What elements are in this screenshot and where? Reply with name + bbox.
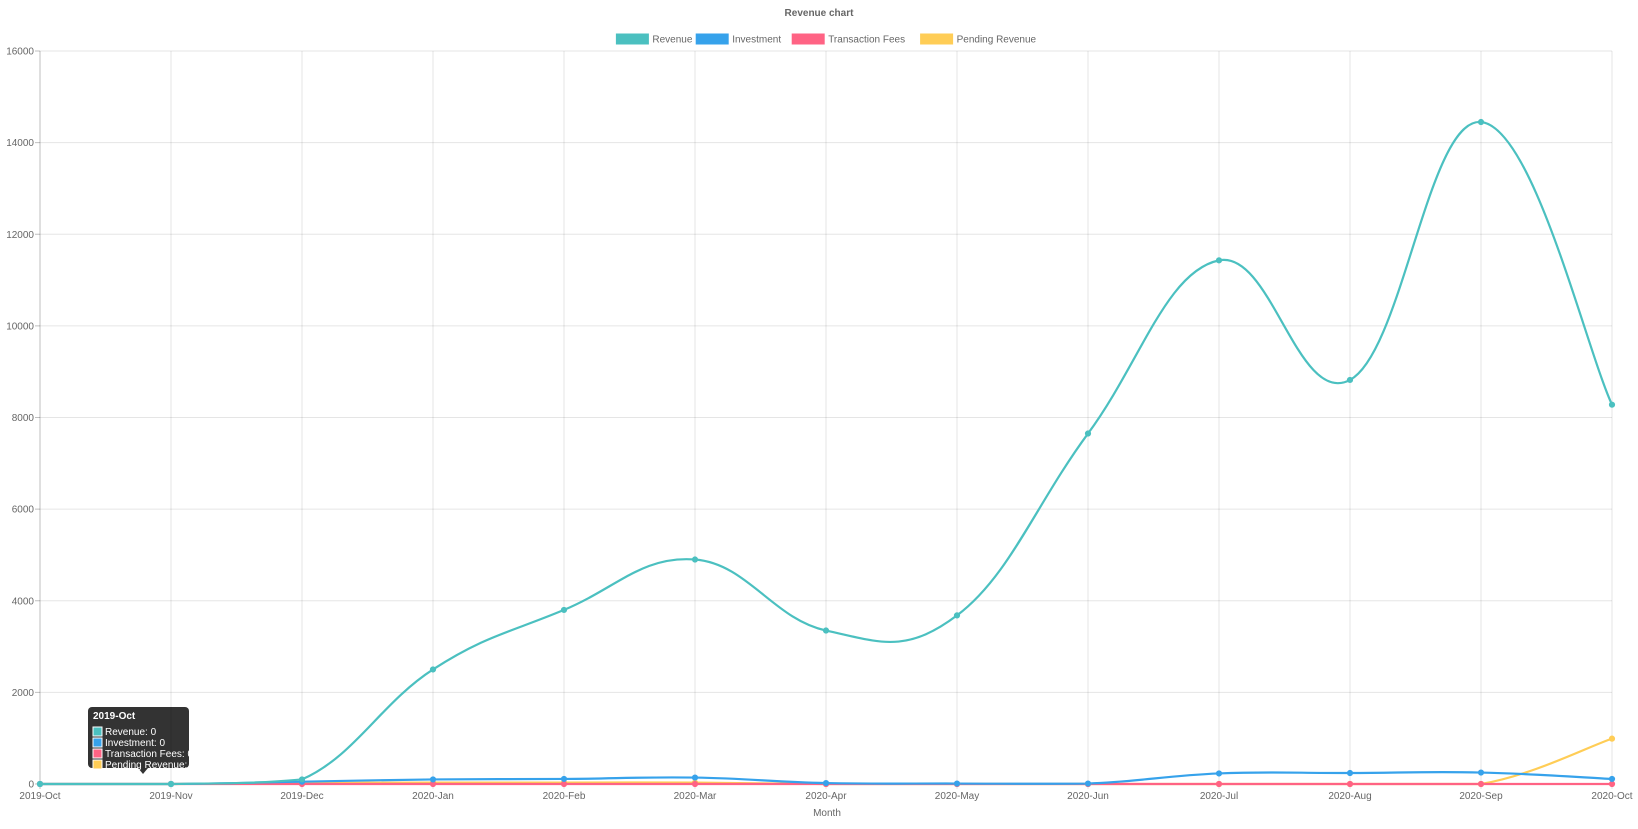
data-point-investment[interactable] [1477, 769, 1485, 776]
chart-data-points [36, 118, 1616, 788]
data-point-revenue[interactable] [167, 780, 175, 788]
legend-item-investment[interactable]: Investment [695, 33, 781, 46]
tooltip-caret [138, 768, 148, 774]
data-point-revenue[interactable] [822, 627, 830, 634]
data-point-transaction-fees[interactable] [1346, 780, 1354, 788]
tooltip-swatch [92, 726, 103, 737]
legend-swatch [615, 33, 649, 45]
data-point-revenue[interactable] [298, 776, 306, 783]
data-point-investment[interactable] [1084, 780, 1092, 787]
legend-swatch [791, 33, 825, 45]
chart-title: Revenue chart [785, 8, 855, 19]
tooltip-swatch [92, 737, 103, 748]
data-point-investment[interactable] [953, 780, 961, 787]
y-tick-label: 16000 [6, 47, 34, 58]
y-axis-ticks: 0 2000 4000 6000 8000 10000 12000 14000 16000 [6, 47, 34, 791]
x-tick-label: 2020-Oct [1591, 791, 1632, 802]
data-point-revenue[interactable] [429, 666, 437, 673]
data-point-revenue[interactable] [1215, 257, 1223, 264]
x-tick-label: 2020-Apr [805, 791, 847, 802]
data-point-transaction-fees[interactable] [560, 780, 568, 788]
series-line-revenue [40, 120, 1613, 786]
y-tick-label: 8000 [12, 413, 35, 424]
legend-swatch [695, 33, 729, 45]
y-tick-label: 12000 [6, 230, 34, 241]
legend-item-transaction-fees[interactable]: Transaction Fees [791, 33, 905, 46]
data-point-investment[interactable] [429, 776, 437, 783]
x-tick-label: 2020-May [935, 791, 979, 802]
data-point-investment[interactable] [560, 775, 568, 783]
data-point-investment[interactable] [1346, 769, 1354, 777]
y-tick-label: 2000 [12, 688, 35, 699]
data-point-revenue[interactable] [953, 612, 961, 619]
data-point-revenue[interactable] [560, 606, 568, 614]
x-tick-label: 2020-Jul [1200, 791, 1238, 802]
x-tick-label: 2020-Feb [543, 791, 586, 802]
data-point-investment[interactable] [691, 774, 699, 781]
legend-item-pending-revenue[interactable]: Pending Revenue [920, 33, 1037, 46]
x-tick-label: 2020-Sep [1459, 791, 1503, 802]
x-tick-label: 2019-Nov [149, 791, 192, 802]
x-tick-label: 2019-Dec [280, 791, 323, 802]
data-point-transaction-fees[interactable] [691, 780, 699, 788]
x-tick-label: 2020-Mar [674, 791, 717, 802]
tooltip-background [88, 707, 189, 768]
data-point-transaction-fees[interactable] [1477, 780, 1485, 788]
data-point-revenue[interactable] [691, 556, 699, 563]
data-point-pending-revenue[interactable] [1608, 735, 1616, 742]
legend-swatch [920, 33, 954, 45]
y-tick-label: 6000 [12, 505, 35, 516]
chart-legend: Revenue Investment Transaction Fees Pending… [615, 33, 1037, 46]
legend-label: Pending Revenue [957, 35, 1037, 46]
tooltip-line: Investment: 0 [105, 738, 165, 749]
legend-item-revenue[interactable]: Revenue [615, 33, 693, 46]
data-point-revenue[interactable] [36, 780, 44, 788]
x-axis-ticks: 2019-Oct 2019-Nov 2019-Dec 2020-Jan 2020-Feb… [19, 791, 1632, 802]
legend-label: Transaction Fees [828, 35, 905, 46]
tooltip-line: Revenue: 0 [105, 727, 157, 738]
y-tick-label: 14000 [6, 138, 34, 149]
data-point-investment[interactable] [1608, 775, 1616, 783]
tooltip-line: Pending Revenue: 0 [105, 760, 196, 771]
data-point-revenue[interactable] [1477, 118, 1485, 126]
data-point-transaction-fees[interactable] [1215, 780, 1223, 788]
y-tick-label: 4000 [12, 596, 35, 607]
x-tick-label: 2020-Aug [1328, 791, 1371, 802]
tooltip-swatch [92, 748, 103, 759]
x-tick-label: 2020-Jan [412, 791, 454, 802]
data-point-revenue[interactable] [1346, 376, 1354, 384]
data-point-revenue[interactable] [1084, 430, 1092, 437]
data-point-investment[interactable] [822, 779, 830, 787]
x-axis-title: Month [813, 808, 841, 819]
legend-label: Revenue [652, 35, 692, 46]
x-tick-label: 2019-Oct [19, 791, 60, 802]
chart-gridlines [35, 50, 1613, 789]
data-point-transaction-fees[interactable] [1608, 780, 1616, 788]
data-point-investment[interactable] [1215, 770, 1223, 777]
y-tick-label: 10000 [6, 321, 34, 332]
legend-label: Investment [732, 35, 781, 46]
tooltip-line: Transaction Fees: 0 [105, 749, 193, 760]
data-point-revenue[interactable] [1608, 401, 1616, 408]
y-tick-label: 0 [28, 780, 34, 791]
tooltip-title: 2019-Oct [93, 711, 136, 722]
tooltip-swatch [92, 759, 103, 770]
x-tick-label: 2020-Jun [1067, 791, 1109, 802]
